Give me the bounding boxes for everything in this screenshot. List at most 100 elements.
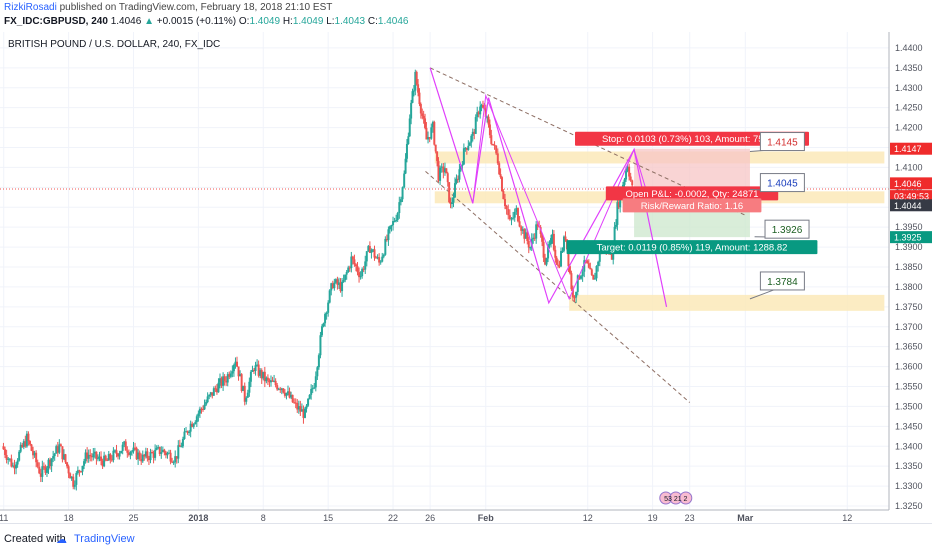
candle-body	[134, 447, 137, 449]
candle-body	[385, 238, 388, 241]
grid	[0, 32, 889, 510]
candle-body	[276, 385, 279, 390]
candle-body	[36, 462, 39, 467]
candle-body	[52, 456, 55, 459]
candle-body	[614, 224, 617, 227]
candle-body	[616, 202, 619, 225]
time-tick-label: 2018	[188, 513, 208, 523]
candle-body	[217, 382, 220, 393]
candle-body	[571, 289, 574, 298]
harmonic-pattern	[429, 67, 668, 307]
candle-body	[305, 405, 308, 409]
candle-body	[481, 105, 484, 108]
candle-body	[268, 380, 271, 383]
candle-body	[158, 446, 161, 454]
candle-body	[265, 377, 268, 382]
price-tick-label: 1.3650	[895, 342, 923, 352]
candle-body	[7, 458, 10, 460]
symbol-name[interactable]: FX_IDC:GBPUSD, 240	[4, 16, 108, 27]
callout-text: 1.4045	[767, 179, 798, 190]
author-link[interactable]: RizkiRosadi	[4, 2, 57, 13]
candle-body	[59, 444, 62, 447]
candle-body	[336, 279, 339, 285]
candle-body	[449, 202, 452, 205]
candle-body	[239, 374, 242, 377]
candle-body	[47, 459, 50, 469]
candle-body	[617, 202, 620, 208]
candle-body	[163, 449, 166, 453]
candle-body	[18, 451, 21, 461]
candle-body	[118, 453, 121, 457]
candle-body	[412, 90, 415, 92]
candle-body	[396, 213, 399, 220]
price-badge-bg	[890, 190, 932, 203]
candle-body	[303, 408, 306, 418]
candle-body	[417, 84, 420, 93]
high-value: 1.4049	[292, 16, 324, 27]
candle-body	[625, 171, 628, 180]
candle-body	[186, 431, 189, 433]
candle-body	[294, 402, 297, 404]
time-tick-label: 12	[583, 513, 593, 523]
candle-body	[552, 233, 555, 250]
low-label: L:	[326, 16, 335, 27]
candle-body	[322, 323, 325, 327]
candle-body	[310, 389, 313, 395]
candle-body	[90, 456, 93, 458]
candle-body	[237, 366, 240, 377]
candle-body	[623, 179, 626, 185]
candle-body	[554, 249, 557, 258]
candle-body	[580, 276, 583, 279]
candle-body	[390, 225, 393, 227]
time-tick-label: 22	[388, 513, 398, 523]
candle-body	[140, 458, 143, 462]
candle-body	[595, 266, 598, 279]
price-tick-label: 1.3250	[895, 501, 923, 511]
candle-body	[283, 392, 286, 396]
candle-body	[505, 206, 508, 210]
candle-body	[407, 136, 410, 144]
stop-label: Stop: 0.0103 (0.73%) 103, Amount: 750.01	[575, 131, 810, 146]
candle-body	[260, 370, 263, 379]
price-tick-label: 1.3850	[895, 262, 923, 272]
candle-body	[541, 233, 544, 242]
candle-body	[200, 408, 203, 410]
candle-body	[339, 282, 342, 292]
price-chart[interactable]: Stop: 0.0103 (0.73%) 103, Amount: 750.01…	[0, 32, 932, 524]
candle-body	[507, 209, 510, 216]
candle-body	[69, 473, 72, 479]
candle-body	[30, 444, 33, 451]
candle-body	[533, 237, 536, 239]
candle-body	[436, 151, 439, 162]
candle-body	[395, 219, 398, 222]
candle-body	[455, 178, 458, 184]
candle-body	[219, 378, 222, 383]
candle-body	[465, 147, 468, 150]
candle-body	[564, 236, 567, 240]
candle-body	[285, 393, 288, 396]
candle-body	[474, 117, 477, 134]
price-badge-bg	[890, 142, 932, 155]
price-axis: 1.3250 1.3300 1.3350 1.3400 1.3450 1.3500 1.35…	[888, 32, 932, 524]
time-tick-label: 19	[648, 513, 658, 523]
candle-body	[44, 466, 47, 473]
candle-body	[439, 167, 442, 181]
candle-body	[194, 422, 197, 424]
tradingview-brand[interactable]: TradingView	[74, 533, 135, 545]
candle-body	[103, 455, 106, 467]
callout-pointer	[749, 288, 777, 300]
candle-body	[337, 282, 340, 285]
time-axis: 11 18 25 2018 8 15 22 26 Feb 12 19 23 Mar 12	[0, 509, 889, 523]
candle-body	[567, 249, 570, 267]
price-axis-badge: 1.4046	[890, 177, 932, 190]
candle-body	[344, 274, 347, 281]
candle-body	[576, 275, 579, 292]
chart-area[interactable]: Stop: 0.0103 (0.73%) 103, Amount: 750.01…	[0, 32, 932, 524]
candle-body	[437, 161, 440, 181]
price-tick-label: 1.3950	[895, 222, 923, 232]
candle-body	[410, 102, 413, 119]
candle-body	[39, 473, 42, 477]
candle-body	[225, 380, 228, 383]
candle-body	[445, 168, 448, 174]
candle-body	[376, 257, 379, 259]
